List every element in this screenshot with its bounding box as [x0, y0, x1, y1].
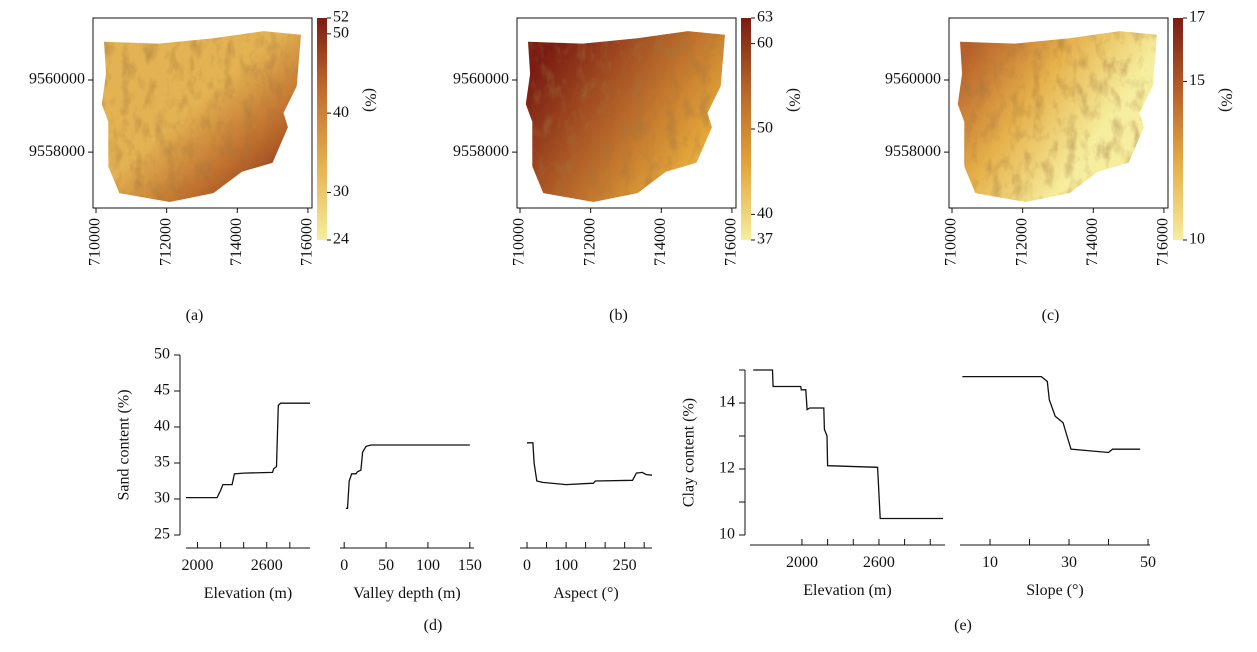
colorbar-tick-label: 24	[333, 231, 349, 248]
x-tick-label: 100	[416, 557, 440, 574]
colorbar-tick-label: 15	[1189, 72, 1205, 89]
x-tick-label: 714000	[1084, 218, 1101, 266]
x-axis-label: Elevation (m)	[204, 585, 292, 602]
colorbar-tick-label: 50	[333, 25, 349, 42]
y-tick-label: 12	[719, 460, 735, 477]
x-axis-label: Valley depth (m)	[353, 585, 461, 602]
colorbar-label: (%)	[361, 88, 378, 112]
colorbar	[317, 18, 327, 240]
x-axis-label: Aspect (°)	[553, 585, 618, 602]
y-tick-label: 50	[154, 346, 170, 363]
x-tick-label: 712000	[157, 218, 174, 266]
x-tick-label: 710000	[511, 218, 528, 266]
y-tick-label: 9560000	[453, 71, 509, 88]
x-tick-label: 712000	[581, 218, 598, 266]
map-texture	[517, 18, 736, 208]
panel-label: (a)	[186, 307, 204, 324]
y-axis-label: Clay content (%)	[681, 398, 698, 507]
figure: 710000 712000 714000 716000 9558000 9560000 24…	[0, 0, 1257, 652]
y-tick-label: 9560000	[29, 71, 85, 88]
y-tick-label: 9560000	[885, 71, 941, 88]
colorbar-tick-label: 60	[757, 34, 773, 51]
colorbar-tick-label: 50	[757, 120, 773, 137]
x-tick-label: 716000	[1155, 218, 1172, 266]
x-tick-label: 712000	[1013, 218, 1030, 266]
y-tick-label: 30	[154, 490, 170, 507]
y-tick-label: 9558000	[885, 143, 941, 160]
colorbar	[741, 18, 751, 240]
panel-label: (b)	[609, 307, 628, 324]
x-tick-label: 0	[340, 557, 348, 574]
map-texture	[93, 18, 312, 208]
colorbar-tick-label: 63	[757, 9, 773, 26]
x-tick-label: 10	[982, 554, 998, 571]
y-tick-label: 40	[154, 418, 170, 435]
x-axis-label: Elevation (m)	[803, 582, 891, 599]
colorbar-tick-label: 10	[1189, 231, 1205, 248]
x-tick-label: 2000	[786, 554, 818, 571]
y-tick-label: 14	[719, 394, 735, 411]
x-tick-label: 716000	[723, 218, 740, 266]
y-axis-label: Sand content (%)	[116, 389, 133, 500]
x-tick-label: 714000	[652, 218, 669, 266]
x-tick-label: 250	[613, 557, 637, 574]
panel-label: (d)	[424, 617, 443, 634]
dependence-line	[527, 443, 652, 485]
colorbar-tick-label: 17	[1189, 9, 1205, 26]
x-tick-label: 2000	[182, 557, 214, 574]
dependence-line	[346, 445, 470, 508]
dependence-line	[753, 370, 943, 519]
x-tick-label: 50	[1140, 554, 1156, 571]
y-tick-label: 45	[154, 382, 170, 399]
panel-label: (c)	[1042, 307, 1060, 324]
colorbar-tick-label: 30	[333, 183, 349, 200]
colorbar-label: (%)	[785, 88, 802, 112]
y-tick-label: 9558000	[29, 143, 85, 160]
y-tick-label: 10	[719, 526, 735, 543]
colorbar	[1173, 18, 1183, 240]
x-tick-label: 710000	[87, 218, 104, 266]
x-tick-label: 150	[458, 557, 482, 574]
colorbar-tick-label: 40	[333, 104, 349, 121]
x-tick-label: 2600	[863, 554, 895, 571]
x-tick-label: 716000	[299, 218, 316, 266]
colorbar-tick-label: 37	[757, 231, 773, 248]
x-tick-label: 30	[1061, 554, 1077, 571]
y-tick-label: 9558000	[453, 143, 509, 160]
colorbar-label: (%)	[1217, 88, 1234, 112]
colorbar-tick-label: 52	[333, 9, 349, 26]
dependence-line	[962, 377, 1140, 453]
x-tick-label: 50	[378, 557, 394, 574]
colorbar-tick-label: 40	[757, 205, 773, 222]
y-tick-label: 25	[154, 526, 170, 543]
map-texture	[949, 18, 1168, 208]
x-axis-label: Slope (°)	[1026, 582, 1084, 599]
x-tick-label: 100	[554, 557, 578, 574]
panel-label: (e)	[954, 617, 972, 634]
y-tick-label: 35	[154, 454, 170, 471]
x-tick-label: 710000	[943, 218, 960, 266]
x-tick-label: 0	[523, 557, 531, 574]
x-tick-label: 714000	[228, 218, 245, 266]
x-tick-label: 2600	[251, 557, 283, 574]
dependence-line	[186, 403, 310, 497]
